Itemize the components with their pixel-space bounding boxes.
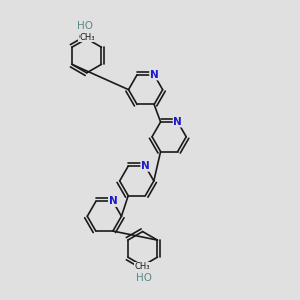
Text: CH₃: CH₃ — [80, 33, 95, 42]
Text: N: N — [173, 117, 182, 127]
Text: N: N — [109, 196, 117, 206]
Text: HO: HO — [136, 273, 152, 283]
Text: N: N — [141, 161, 150, 171]
Text: CH₃: CH₃ — [136, 262, 151, 272]
Text: CH₃: CH₃ — [134, 262, 150, 272]
Text: CH₃: CH₃ — [78, 33, 94, 42]
Text: N: N — [150, 70, 158, 80]
Text: HO: HO — [77, 21, 93, 31]
